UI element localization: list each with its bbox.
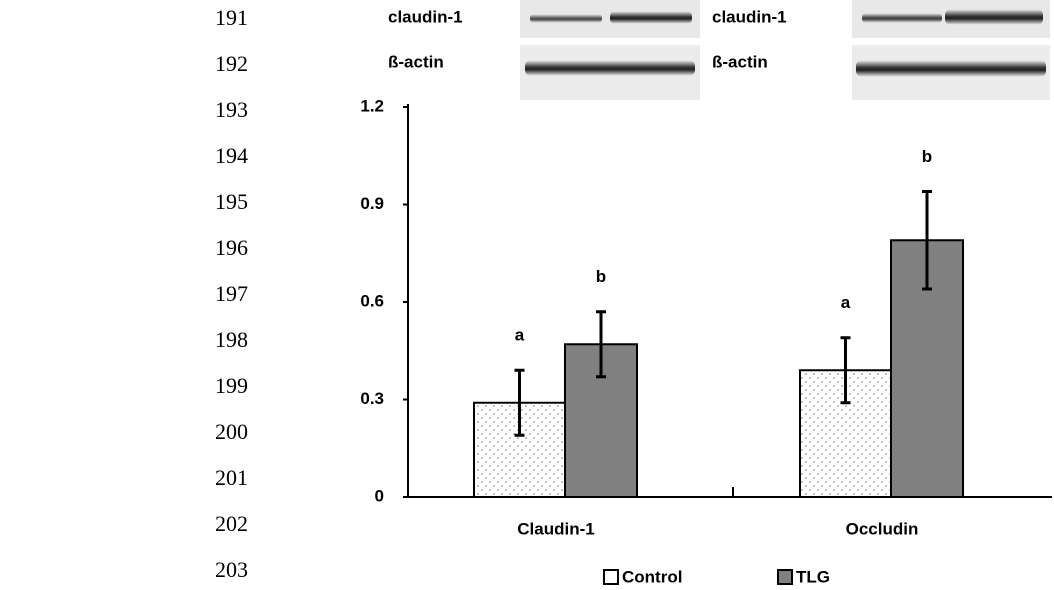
line-number: 196	[215, 235, 248, 260]
legend-swatch	[604, 570, 618, 584]
page: claudin-1 ß-actin claudin-1 ß-actin 191 1…	[0, 0, 1054, 590]
blot-label: ß-actin	[388, 52, 444, 71]
line-number: 201	[215, 465, 248, 490]
y-tick-label: 0.9	[360, 194, 384, 213]
blot-label: claudin-1	[712, 7, 787, 26]
line-number: 197	[215, 281, 248, 306]
line-number: 195	[215, 189, 248, 214]
line-number: 203	[215, 557, 248, 582]
line-number: 191	[215, 5, 248, 30]
legend-label: TLG	[796, 567, 830, 586]
line-number: 199	[215, 373, 248, 398]
line-number: 200	[215, 419, 248, 444]
x-tick-label: Occludin	[846, 519, 919, 538]
line-number: 192	[215, 51, 248, 76]
x-tick-label: Claudin-1	[517, 519, 594, 538]
legend-label: Control	[622, 567, 682, 586]
blot-label: claudin-1	[388, 7, 463, 26]
line-number: 193	[215, 97, 248, 122]
y-tick-label: 1.2	[360, 96, 384, 115]
legend-swatch	[778, 570, 792, 584]
significance-label: a	[515, 326, 525, 345]
significance-label: b	[596, 267, 606, 286]
y-tick-label: 0.3	[360, 389, 384, 408]
line-number: 194	[215, 143, 248, 168]
y-tick-label: 0	[375, 486, 384, 505]
blot-label: ß-actin	[712, 52, 768, 71]
significance-label: b	[922, 147, 932, 166]
y-tick-label: 0.6	[360, 291, 384, 310]
line-number: 198	[215, 327, 248, 352]
line-number: 202	[215, 511, 248, 536]
significance-label: a	[841, 293, 851, 312]
